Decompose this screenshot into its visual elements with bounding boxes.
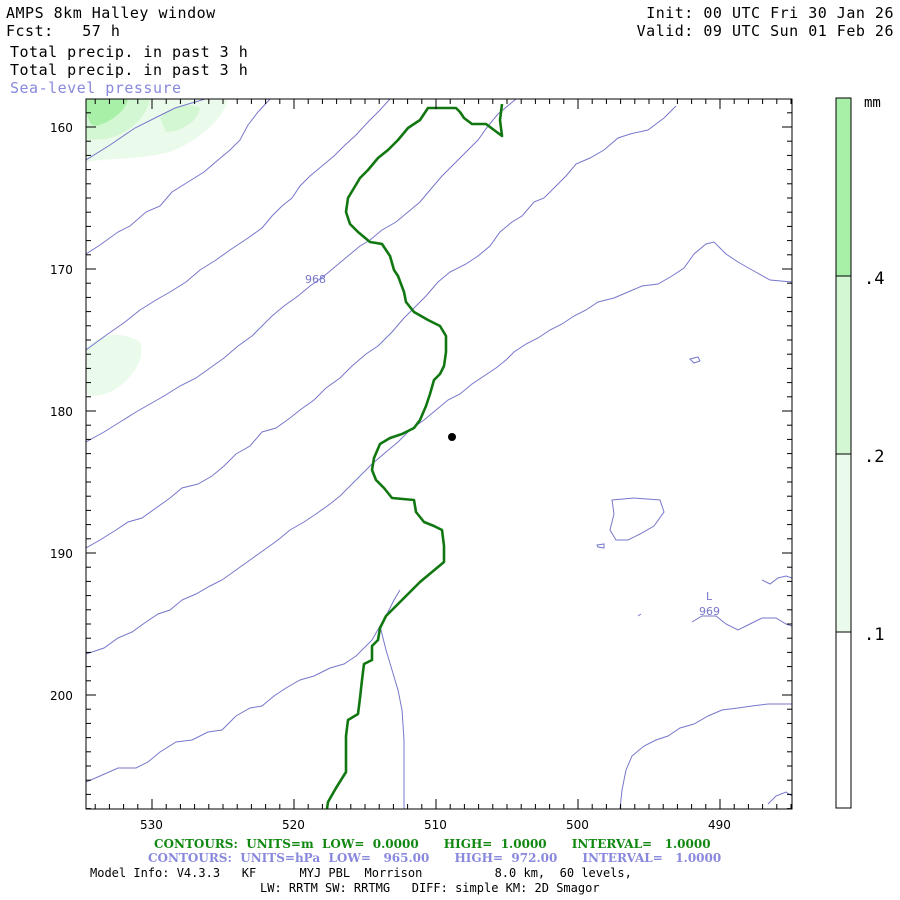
field-label-precip-1: Total precip. in past 3 h [10, 43, 249, 61]
low-pressure-marker: L [706, 590, 713, 603]
x-tick-label: 500 [566, 818, 589, 832]
contour-label-969: 969 [699, 605, 720, 618]
footer-contours-pressure: CONTOURS: UNITS=hPa LOW= 965.00 HIGH= 97… [148, 851, 722, 865]
pressure-contour-closed [689, 356, 701, 364]
coastline-contour [325, 103, 504, 809]
contour-label-968: 968 [305, 273, 326, 286]
precip-area-mid-2 [160, 105, 200, 132]
precip-area-light-2 [86, 334, 142, 396]
colorbar-segment-none [836, 632, 851, 808]
pressure-contour-closed [609, 497, 665, 541]
axis-major-ticks [86, 99, 792, 809]
field-label-pressure: Sea-level pressure [10, 79, 182, 97]
pressure-contour [369, 99, 517, 241]
pressure-contour [379, 625, 405, 809]
colorbar-frame [835, 97, 852, 809]
coastline-line [325, 103, 504, 809]
y-tick-label: 180 [50, 405, 73, 419]
init-time: Init: 00 UTC Fri 30 Jan 26 [646, 4, 894, 22]
colorbar-level-label: .1 [864, 625, 884, 645]
pressure-contour [86, 241, 792, 655]
station-marker [448, 433, 456, 441]
footer-model-info-2: LW: RRTM SW: RRTMG DIFF: simple KM: 2D S… [260, 881, 600, 895]
footer-contours-coastline: CONTOURS: UNITS=m LOW= 0.0000 HIGH= 1.00… [154, 837, 711, 851]
pressure-contour [86, 239, 371, 443]
pressure-contour [86, 99, 391, 351]
pressure-contour-closed [596, 543, 605, 549]
y-tick-label: 200 [50, 689, 73, 703]
forecast-hour: Fcst: 57 h [6, 22, 121, 40]
y-tick-label: 160 [50, 121, 73, 135]
colorbar-level-label: .4 [864, 269, 884, 289]
x-tick-label: 530 [140, 818, 163, 832]
pressure-contour [767, 791, 792, 805]
colorbar-level-label: .2 [864, 447, 884, 467]
x-tick-label: 520 [282, 818, 305, 832]
pressure-contour [637, 613, 642, 617]
x-tick-label: 510 [424, 818, 447, 832]
pressure-contours [86, 99, 792, 809]
colorbar-segment-high [836, 98, 851, 276]
pressure-contour [86, 99, 271, 255]
pressure-contour [761, 575, 792, 585]
axis-minor-ticks [86, 99, 792, 810]
x-tick-label: 490 [708, 818, 731, 832]
y-tick-label: 170 [50, 263, 73, 277]
footer-model-info: Model Info: V4.3.3 KF MYJ PBL Morrison 8… [90, 866, 632, 880]
colorbar: mm .4 .2 .1 [835, 95, 884, 809]
pressure-contour [86, 589, 401, 783]
y-tick-label: 190 [50, 547, 73, 561]
plot-frame [85, 98, 793, 810]
pressure-contour [619, 703, 792, 809]
precip-area-high [86, 99, 128, 126]
map-title: AMPS 8km Halley window [6, 4, 216, 22]
valid-time: Valid: 09 UTC Sun 01 Feb 26 [636, 22, 894, 40]
colorbar-segment-mid [836, 276, 851, 454]
colorbar-unit: mm [864, 95, 881, 111]
precip-shading [86, 99, 228, 396]
pressure-contour [86, 105, 677, 549]
pressure-contour [86, 99, 206, 161]
field-label-precip-2: Total precip. in past 3 h [10, 61, 249, 79]
colorbar-segment-light [836, 454, 851, 632]
pressure-contour [691, 615, 792, 631]
